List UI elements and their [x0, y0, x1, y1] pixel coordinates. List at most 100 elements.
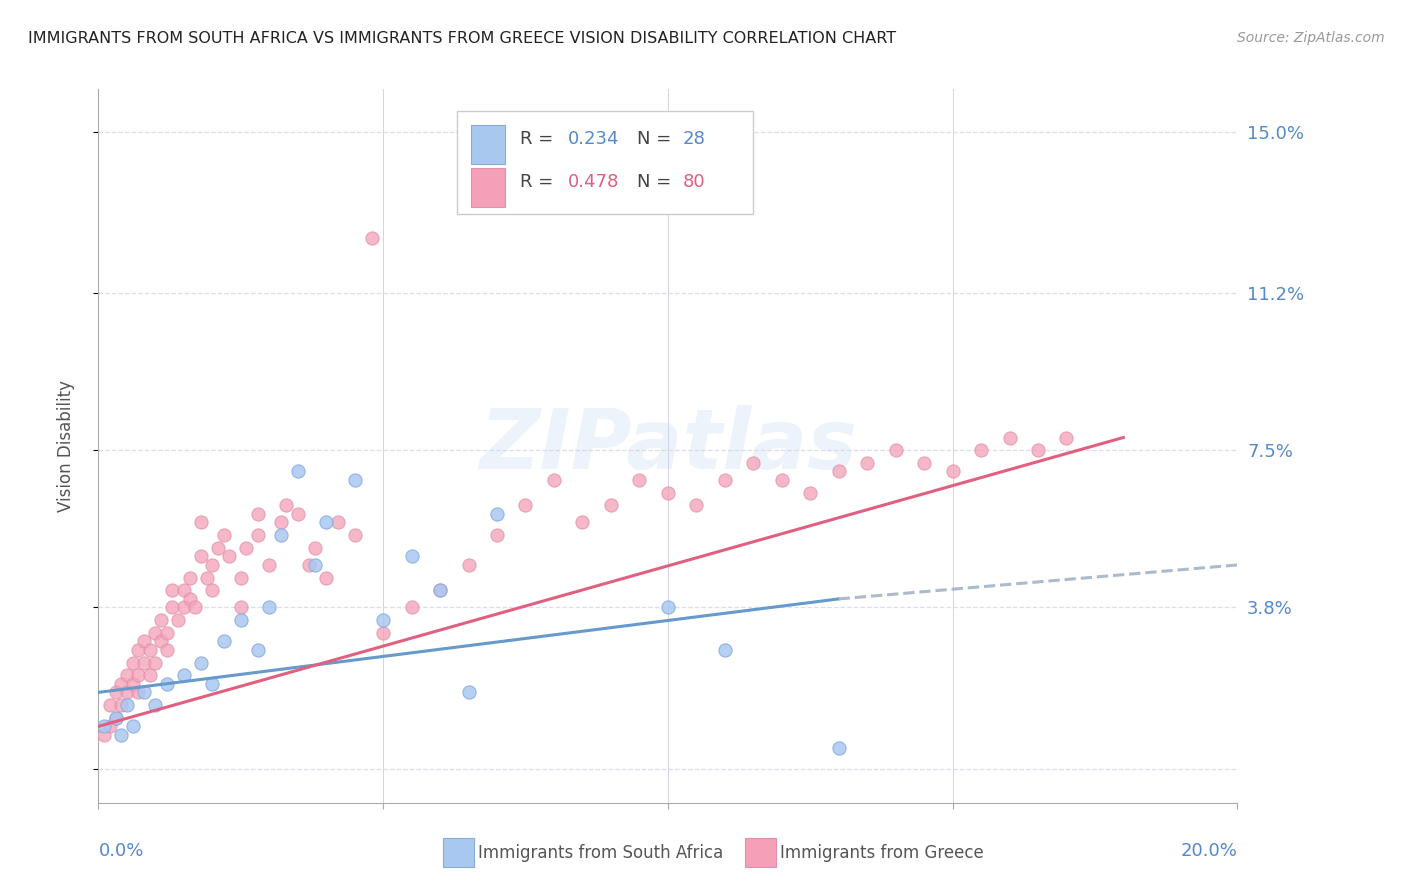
Text: 0.234: 0.234	[568, 130, 619, 148]
Point	[304, 541, 326, 555]
Point	[571, 516, 593, 530]
Text: R =: R =	[520, 130, 558, 148]
Point	[1026, 443, 1049, 458]
Point	[104, 711, 127, 725]
Point	[373, 613, 395, 627]
Point	[201, 583, 224, 598]
Point	[121, 719, 143, 733]
Point	[195, 571, 218, 585]
Y-axis label: Vision Disability: Vision Disability	[56, 380, 75, 512]
Point	[127, 685, 149, 699]
Point	[150, 613, 173, 627]
Point	[98, 698, 121, 712]
Point	[132, 656, 155, 670]
Point	[912, 456, 935, 470]
Point	[714, 643, 737, 657]
Text: Immigrants from Greece: Immigrants from Greece	[780, 844, 984, 862]
Point	[246, 507, 269, 521]
Point	[207, 541, 229, 555]
Point	[998, 430, 1021, 444]
Point	[104, 685, 127, 699]
Point	[212, 634, 235, 648]
Point	[173, 600, 195, 615]
Point	[401, 549, 423, 564]
Point	[162, 583, 184, 598]
Point	[856, 456, 879, 470]
Point	[235, 541, 257, 555]
FancyBboxPatch shape	[471, 125, 505, 164]
Point	[184, 600, 207, 615]
Point	[115, 668, 138, 682]
Point	[315, 571, 337, 585]
Point	[138, 643, 160, 657]
Point	[115, 685, 138, 699]
Point	[970, 443, 993, 458]
Point	[150, 634, 173, 648]
Point	[287, 465, 309, 479]
Point	[246, 528, 269, 542]
Point	[121, 677, 143, 691]
Point	[259, 600, 281, 615]
Text: 80: 80	[683, 173, 706, 191]
Point	[110, 677, 132, 691]
Point	[401, 600, 423, 615]
Point	[145, 656, 167, 670]
Point	[173, 668, 195, 682]
Point	[138, 668, 160, 682]
Text: N =: N =	[637, 130, 678, 148]
FancyBboxPatch shape	[457, 111, 754, 214]
Point	[515, 499, 537, 513]
Point	[167, 613, 190, 627]
Point	[457, 558, 479, 572]
Point	[201, 677, 224, 691]
Point	[1056, 430, 1078, 444]
Point	[229, 571, 252, 585]
Point	[179, 571, 201, 585]
Text: R =: R =	[520, 173, 558, 191]
Point	[287, 507, 309, 521]
Point	[270, 516, 292, 530]
Point	[145, 626, 167, 640]
Point	[326, 516, 349, 530]
Point	[132, 634, 155, 648]
Point	[179, 591, 201, 606]
Text: 20.0%: 20.0%	[1181, 842, 1237, 860]
Point	[110, 728, 132, 742]
Point	[714, 473, 737, 487]
Point	[98, 719, 121, 733]
Text: 0.478: 0.478	[568, 173, 619, 191]
Point	[162, 600, 184, 615]
Point	[486, 507, 509, 521]
Point	[799, 485, 821, 500]
Point	[304, 558, 326, 572]
Point	[173, 583, 195, 598]
Point	[190, 549, 212, 564]
Point	[828, 465, 851, 479]
Point	[600, 499, 623, 513]
Point	[429, 583, 451, 598]
Text: IMMIGRANTS FROM SOUTH AFRICA VS IMMIGRANTS FROM GREECE VISION DISABILITY CORRELA: IMMIGRANTS FROM SOUTH AFRICA VS IMMIGRAN…	[28, 31, 896, 46]
Point	[212, 528, 235, 542]
Point	[104, 711, 127, 725]
Point	[828, 740, 851, 755]
Point	[246, 643, 269, 657]
Point	[229, 600, 252, 615]
Point	[110, 698, 132, 712]
Text: Immigrants from South Africa: Immigrants from South Africa	[478, 844, 723, 862]
Point	[93, 728, 115, 742]
Point	[657, 485, 679, 500]
Point	[259, 558, 281, 572]
Text: 28: 28	[683, 130, 706, 148]
Point	[276, 499, 298, 513]
Point	[457, 685, 479, 699]
Point	[218, 549, 240, 564]
Point	[156, 626, 179, 640]
Point	[190, 516, 212, 530]
Point	[121, 656, 143, 670]
Text: 0.0%: 0.0%	[98, 842, 143, 860]
Point	[156, 677, 179, 691]
Point	[360, 231, 382, 245]
FancyBboxPatch shape	[471, 168, 505, 207]
Point	[190, 656, 212, 670]
Point	[315, 516, 337, 530]
